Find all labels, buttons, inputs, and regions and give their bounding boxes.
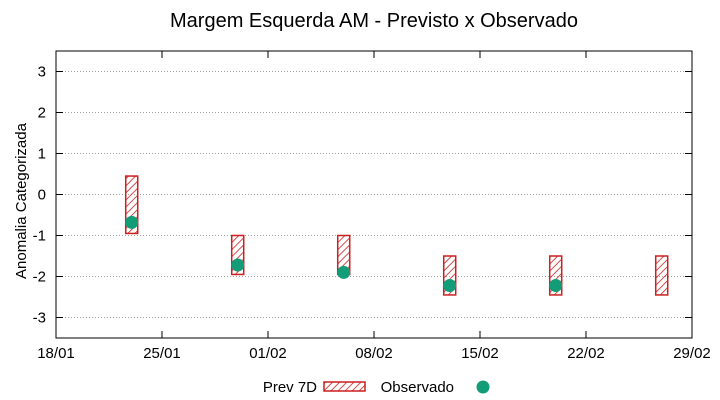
x-tick-label: 15/02 — [461, 345, 499, 362]
y-tick-label: -3 — [33, 310, 46, 327]
y-axis-ticks: 3 2 1 0 -1 -2 -3 — [33, 64, 692, 327]
legend: Prev 7D Observado — [263, 379, 490, 396]
x-tick-label: 22/02 — [567, 345, 605, 362]
chart-title: Margem Esquerda AM - Previsto x Observad… — [170, 10, 578, 32]
y-tick-label: -2 — [33, 269, 46, 286]
observado-point — [443, 279, 457, 293]
y-tick-label: 0 — [38, 187, 46, 204]
grid — [56, 71, 692, 318]
y-tick-label: 1 — [38, 146, 46, 163]
legend-swatch-observado — [476, 380, 490, 394]
observado-point — [231, 258, 245, 272]
x-tick-label: 29/02 — [673, 345, 711, 362]
y-tick-label: 2 — [38, 105, 46, 122]
x-tick-label: 01/02 — [249, 345, 287, 362]
x-axis-ticks: 18/01 25/01 01/02 08/02 15/02 22/02 29/02 — [37, 51, 711, 362]
y-tick-label: -1 — [33, 228, 46, 245]
observado-point — [549, 279, 563, 293]
observado-point — [337, 265, 351, 279]
legend-swatch-prev-7d — [323, 381, 366, 392]
legend-label-prev-7d: Prev 7D — [263, 379, 317, 396]
prev-7d-series — [124, 175, 669, 296]
x-tick-label: 18/01 — [37, 345, 75, 362]
y-tick-label: 3 — [38, 64, 46, 81]
observado-point — [125, 215, 139, 229]
legend-label-observado: Observado — [381, 379, 454, 396]
prev-7d-box — [654, 255, 669, 296]
x-tick-label: 08/02 — [355, 345, 393, 362]
observado-series — [125, 215, 563, 293]
x-tick-label: 25/01 — [143, 345, 181, 362]
plot-frame — [55, 50, 693, 339]
y-axis-label: Anomalia Categorizada — [13, 122, 30, 279]
